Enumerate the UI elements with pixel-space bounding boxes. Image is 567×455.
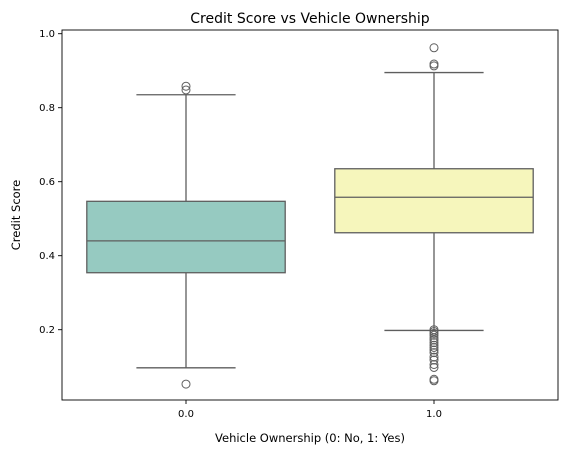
outlier-point [429, 355, 439, 365]
outlier-point [429, 43, 439, 53]
x-axis-label: Vehicle Ownership (0: No, 1: Yes) [215, 431, 405, 445]
outlier-point [429, 352, 439, 362]
iqr-box [86, 200, 286, 274]
outlier-point [429, 374, 439, 384]
outlier-point [429, 325, 439, 335]
outlier-point [429, 345, 439, 355]
box-group-0.0 [86, 81, 286, 389]
outlier-point [429, 61, 439, 71]
outlier-point [429, 335, 439, 345]
outlier-point [181, 379, 191, 389]
x-tick-label: 1.0 [426, 409, 442, 420]
y-tick-label: 0.4 [39, 251, 55, 262]
chart-title: Credit Score vs Vehicle Ownership [190, 11, 430, 27]
iqr-box [334, 168, 534, 234]
box-group-1.0 [334, 43, 534, 386]
outlier-point [429, 338, 439, 348]
outlier-point [429, 348, 439, 358]
y-tick-label: 0.8 [39, 103, 55, 114]
x-axis: 0.0 1.0 [178, 400, 442, 420]
y-axis-label: Credit Score [9, 180, 23, 250]
y-tick-label: 1.0 [39, 29, 55, 40]
y-tick-label: 0.6 [39, 177, 55, 188]
y-tick-label: 0.2 [39, 325, 55, 336]
plot-area [86, 43, 534, 389]
outlier-point [429, 362, 439, 372]
y-axis: 0.2 0.4 0.6 0.8 1.0 [39, 29, 62, 336]
plot-frame [61, 29, 559, 401]
outlier-point [429, 340, 439, 350]
outlier-point [429, 59, 439, 69]
x-tick-label: 0.0 [178, 409, 194, 420]
outlier-point [429, 359, 439, 369]
outlier-point [181, 81, 191, 91]
outlier-point [181, 85, 191, 95]
outlier-point [429, 342, 439, 352]
